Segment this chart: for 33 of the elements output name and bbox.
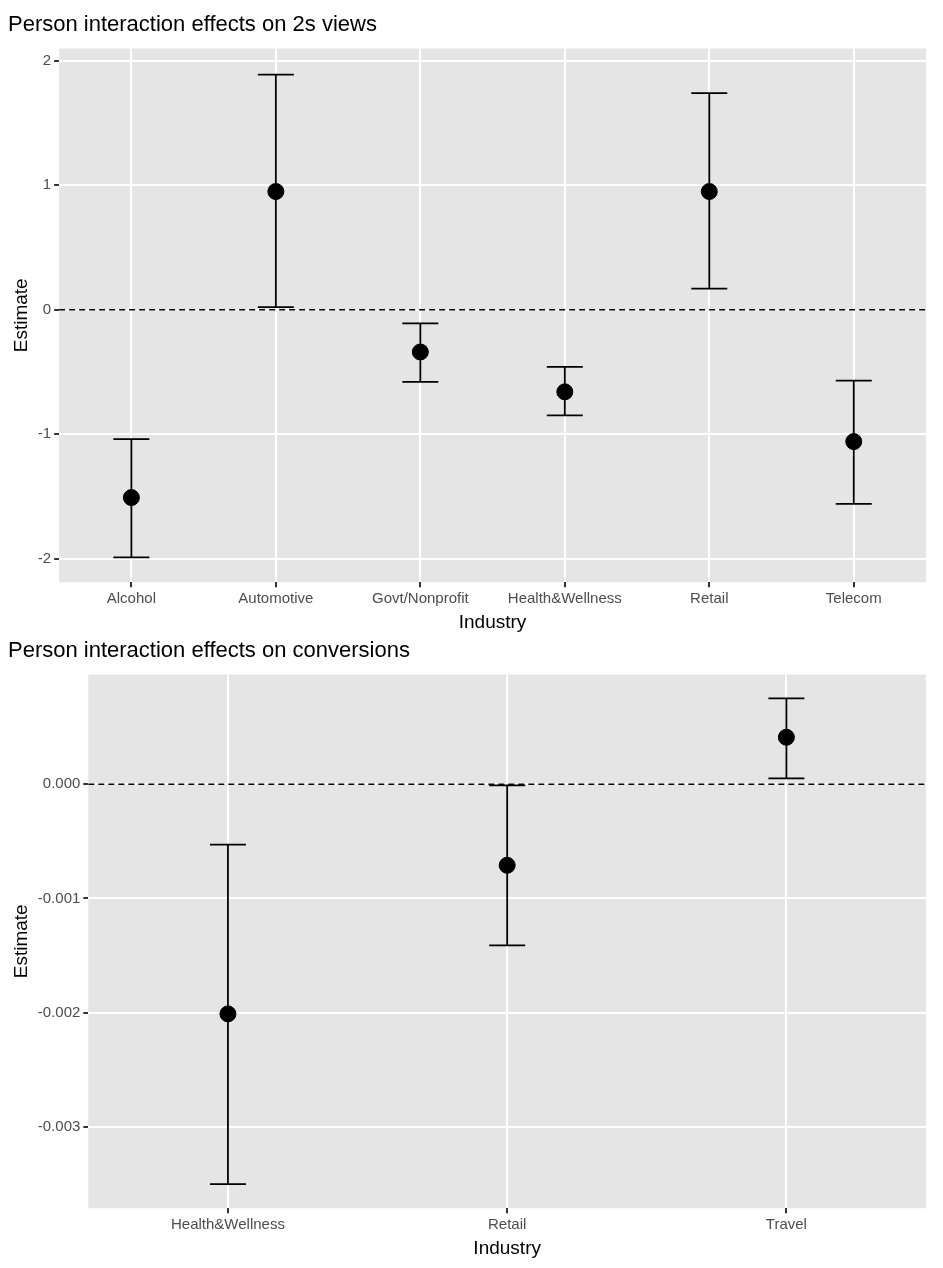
x-tick-label: Travel [765, 1215, 807, 1233]
point [845, 433, 863, 451]
y-axis-title: Estimate [9, 904, 31, 979]
y-tick-label: 0 [42, 299, 52, 317]
point [122, 489, 140, 507]
x-tick-label: Retail [487, 1215, 527, 1233]
x-tick-label: Retail [690, 589, 729, 607]
point [267, 182, 285, 200]
y-tick-label: -0.001 [37, 888, 81, 906]
x-tick-label: Health&Wellness [507, 589, 622, 607]
y-tick-label: -0.003 [37, 1117, 81, 1135]
y-tick-label: 1 [42, 175, 52, 193]
point [700, 182, 718, 200]
point [498, 856, 516, 874]
x-tick-label: Telecom [825, 589, 882, 607]
y-tick-label: -1 [37, 424, 52, 442]
x-tick-label: Govt/Nonprofit [371, 589, 470, 607]
y-axis-title: Estimate [9, 278, 31, 353]
point [219, 1005, 237, 1023]
point [556, 383, 574, 401]
chart-title: Person interaction effects on 2s views [8, 11, 377, 37]
y-tick-label: 0.000 [42, 774, 81, 792]
y-tick-label: 2 [42, 50, 52, 68]
x-tick-label: Health&Wellness [170, 1215, 285, 1233]
x-axis-title: Industry [458, 610, 527, 632]
point [777, 728, 795, 746]
x-tick-label: Alcohol [106, 589, 156, 607]
x-axis-title: Industry [473, 1236, 542, 1258]
chart-title: Person interaction effects on conversions [8, 637, 410, 663]
point [411, 343, 429, 361]
y-tick-label: -0.002 [37, 1002, 81, 1020]
x-tick-label: Automotive [238, 589, 314, 607]
y-tick-label: -2 [37, 548, 52, 566]
